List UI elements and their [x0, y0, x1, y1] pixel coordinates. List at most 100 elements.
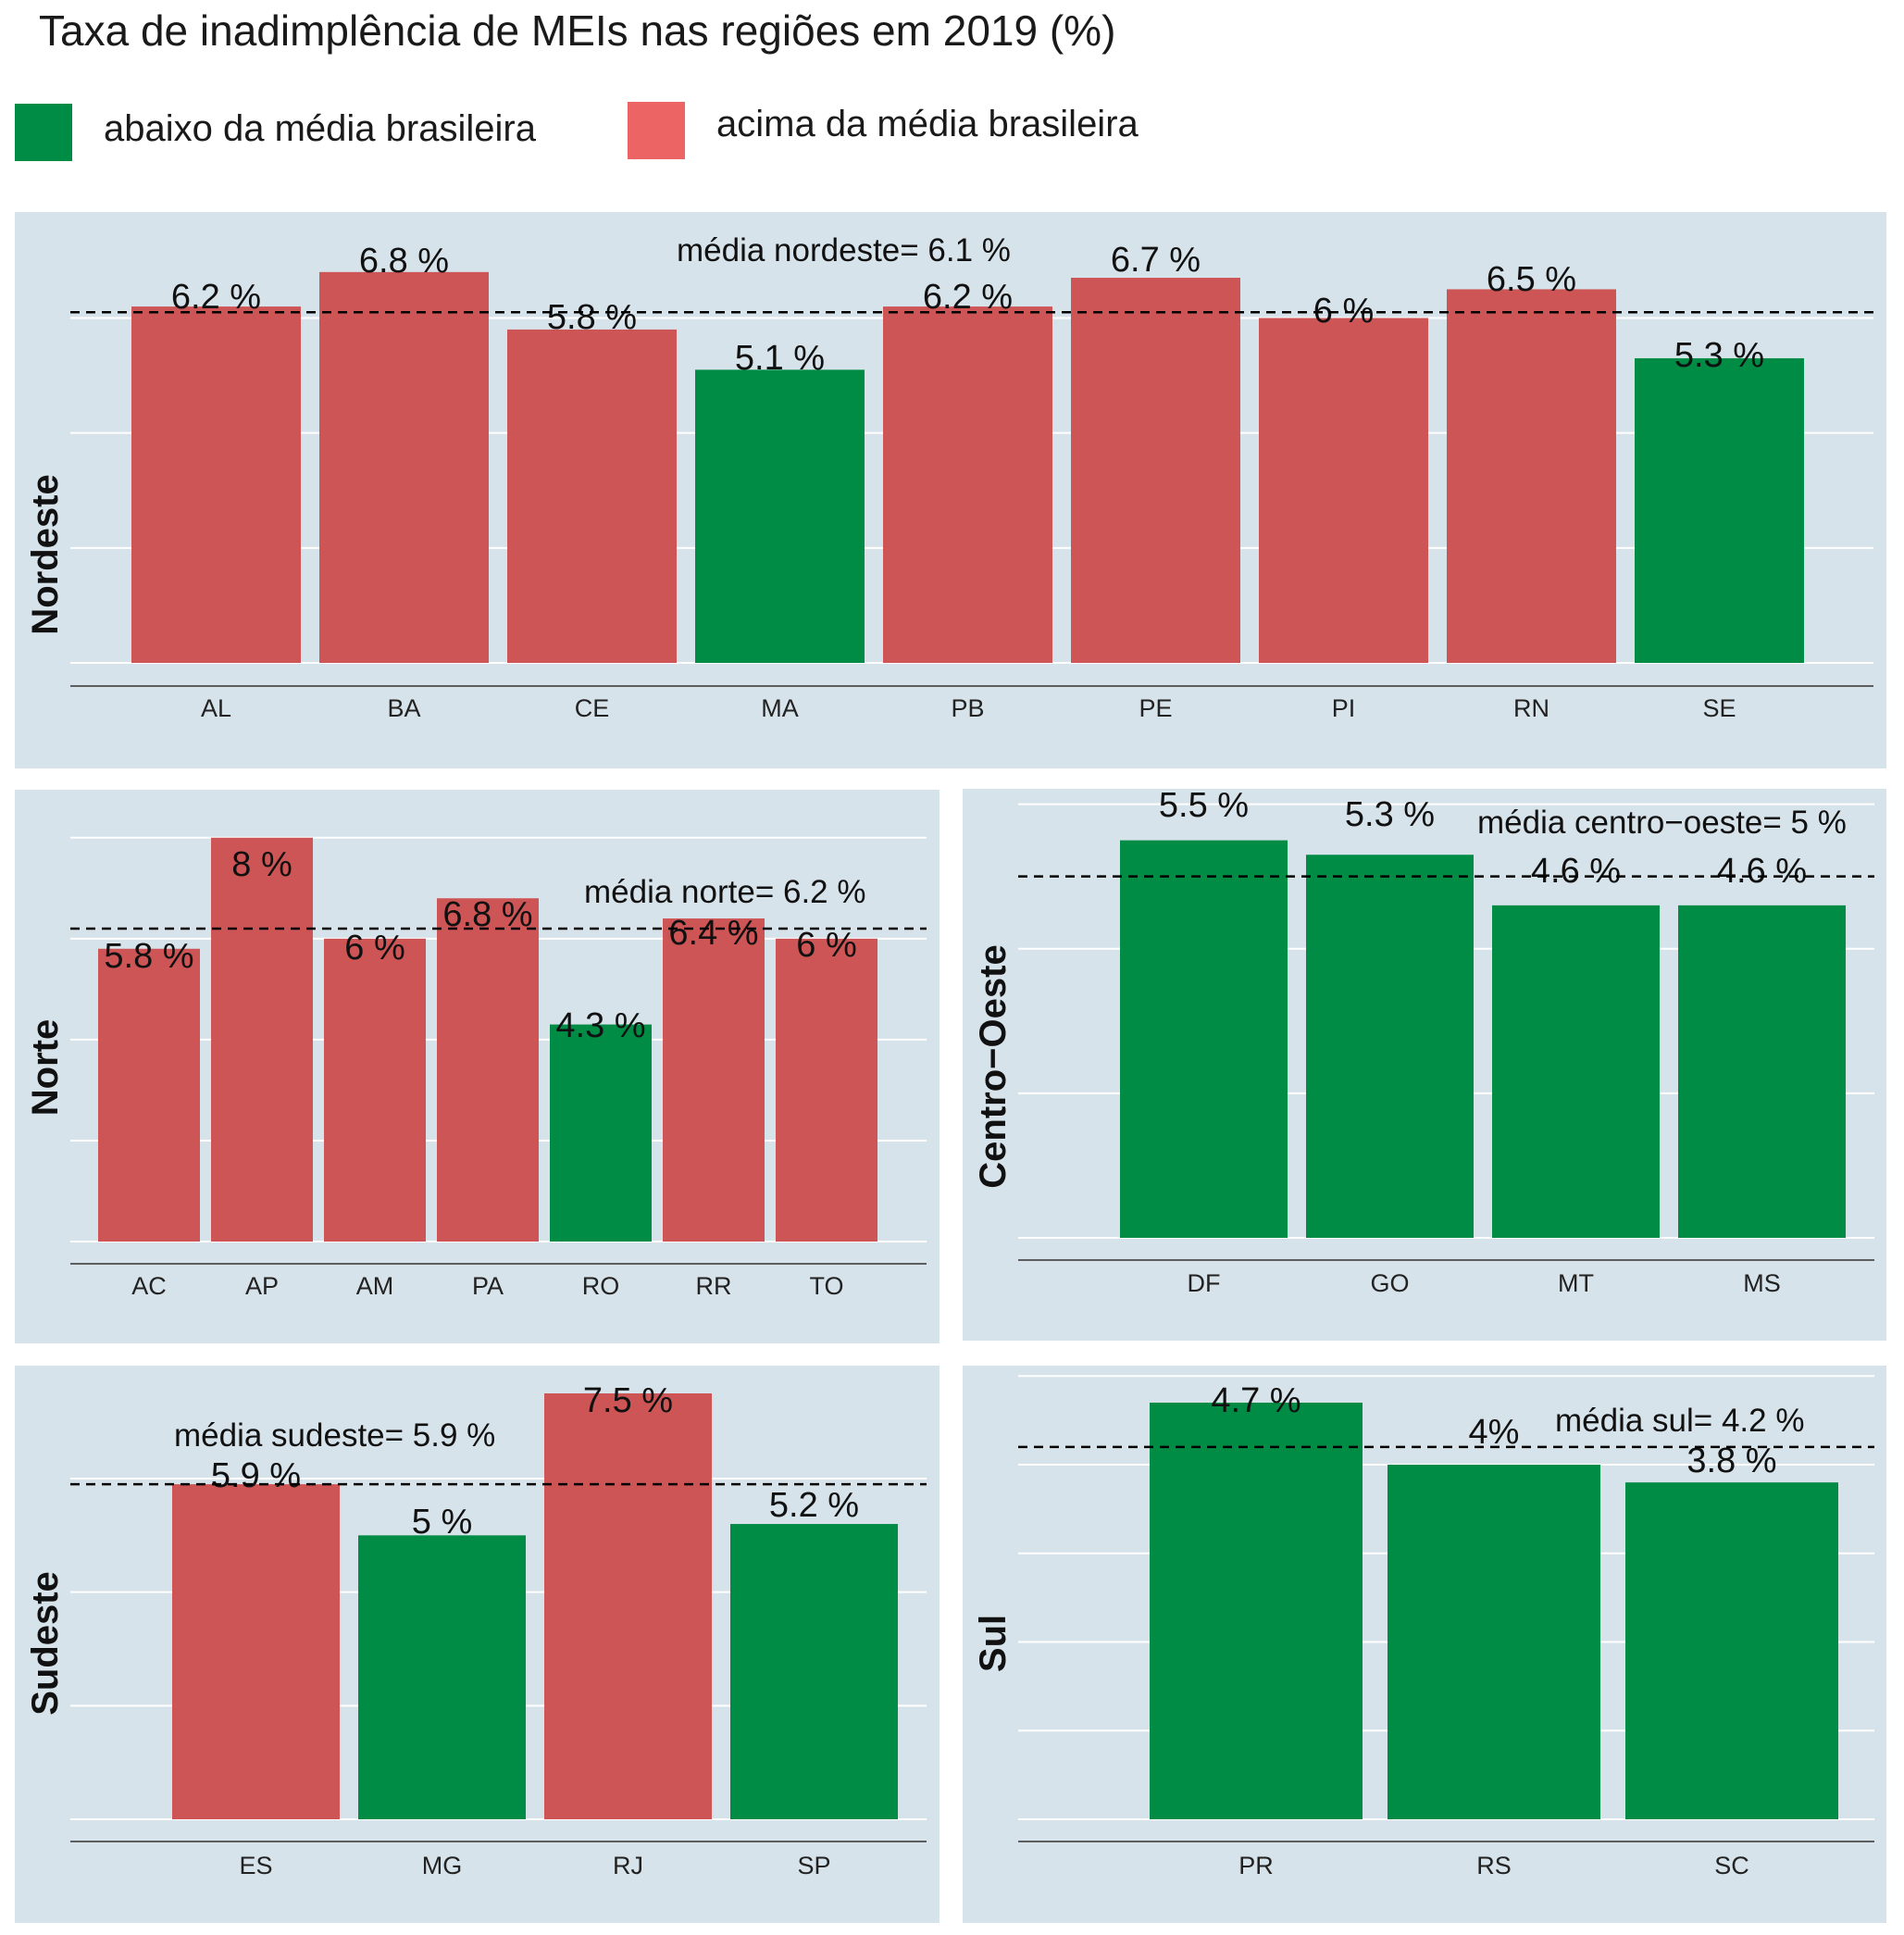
- tick-label-am: AM: [356, 1272, 394, 1300]
- tick-label-df: DF: [1188, 1269, 1221, 1297]
- value-label-ma: 5.1 %: [735, 339, 825, 378]
- tick-label-pr: PR: [1238, 1852, 1274, 1879]
- legend-label-above: acima da média brasileira: [716, 104, 1139, 144]
- mean-label: média sul= 4.2 %: [1555, 1403, 1804, 1439]
- chart-sudeste: Sudeste ES 5.9 % MG 5 % RJ 7.5 % SP 5.2 % média s…: [25, 1381, 927, 1879]
- legend-swatch-below: [15, 104, 72, 161]
- bar-am: [324, 938, 426, 1242]
- mean-label: média nordeste= 6.1 %: [677, 232, 1011, 268]
- tick-label-rn: RN: [1513, 694, 1549, 722]
- bar-mt: [1492, 905, 1660, 1238]
- bar-pi: [1259, 318, 1428, 663]
- value-label-ba: 6.8 %: [359, 242, 449, 281]
- bar-se: [1635, 357, 1804, 663]
- bar-es: [172, 1484, 340, 1819]
- tick-label-pi: PI: [1332, 694, 1356, 722]
- tick-label-se: SE: [1702, 694, 1736, 722]
- panel-nordeste: Nordeste AL 6.2 % BA 6.8 % CE 5.8 % MA 5.1 % PB 6.…: [15, 212, 1886, 768]
- tick-label-pe: PE: [1139, 694, 1172, 722]
- region-label-norte: Norte: [25, 1019, 66, 1116]
- bar-ce: [507, 329, 677, 663]
- region-label-sul: Sul: [973, 1615, 1014, 1672]
- value-label-rr: 6.4 %: [668, 914, 758, 953]
- value-label-mt: 4.6 %: [1531, 852, 1621, 891]
- value-label-ap: 8 %: [231, 845, 292, 884]
- tick-label-pa: PA: [472, 1272, 504, 1300]
- value-label-ro: 4.3 %: [555, 1006, 645, 1045]
- tick-label-mt: MT: [1558, 1269, 1594, 1297]
- legend-label-below: abaixo da média brasileira: [104, 108, 536, 149]
- chart-title: Taxa de inadimplência de MEIs nas regiõe…: [39, 6, 1116, 55]
- bar-pa: [437, 898, 539, 1242]
- bar-ap: [211, 837, 313, 1242]
- tick-label-rj: RJ: [613, 1852, 643, 1879]
- tick-label-ma: MA: [761, 694, 799, 722]
- chart-centro-oeste: Centro−Oeste DF 5.5 % GO 5.3 % MT 4.6 % MS 4.6 %…: [973, 789, 1874, 1297]
- value-label-rn: 6.5 %: [1487, 260, 1576, 299]
- mean-label: média sudeste= 5.9 %: [174, 1417, 495, 1454]
- value-label-to: 6 %: [796, 926, 856, 965]
- bar-sc: [1625, 1482, 1838, 1819]
- tick-label-es: ES: [239, 1852, 272, 1879]
- tick-label-ac: AC: [131, 1272, 167, 1300]
- panel-sul: Sul PR 4.7 % RS 4% SC 3.8 % média sul= 4.2 %: [963, 1366, 1886, 1923]
- bar-rs: [1388, 1465, 1600, 1819]
- bar-al: [131, 306, 301, 663]
- value-label-pr: 4.7 %: [1211, 1381, 1300, 1420]
- tick-label-ce: CE: [575, 694, 610, 722]
- bar-pb: [883, 306, 1052, 663]
- value-label-rs: 4%: [1469, 1413, 1520, 1452]
- value-label-go: 5.3 %: [1345, 795, 1435, 834]
- tick-label-sp: SP: [797, 1852, 830, 1879]
- panel-centro-oeste: Centro−Oeste DF 5.5 % GO 5.3 % MT 4.6 % MS 4.6 %…: [963, 789, 1886, 1341]
- bar-pe: [1071, 278, 1240, 663]
- bar-ma: [695, 369, 865, 663]
- value-label-pe: 6.7 %: [1111, 241, 1201, 280]
- bar-df: [1120, 840, 1288, 1238]
- mean-label: média centro−oeste= 5 %: [1477, 805, 1847, 841]
- value-label-se: 5.3 %: [1674, 336, 1764, 375]
- bar-mg: [358, 1535, 526, 1819]
- bar-go: [1306, 855, 1474, 1238]
- value-label-rj: 7.5 %: [583, 1381, 673, 1420]
- bar-to: [776, 938, 877, 1242]
- tick-label-mg: MG: [422, 1852, 463, 1879]
- tick-label-ms: MS: [1743, 1269, 1781, 1297]
- tick-label-ro: RO: [582, 1272, 620, 1300]
- tick-label-rs: RS: [1476, 1852, 1512, 1879]
- bar-rr: [663, 918, 765, 1242]
- value-label-pb: 6.2 %: [923, 278, 1013, 317]
- bar-ms: [1678, 905, 1846, 1238]
- bar-sp: [730, 1524, 898, 1819]
- tick-label-al: AL: [201, 694, 231, 722]
- tick-label-go: GO: [1370, 1269, 1409, 1297]
- value-label-sp: 5.2 %: [769, 1486, 859, 1525]
- tick-label-ap: AP: [245, 1272, 279, 1300]
- tick-label-ba: BA: [387, 694, 420, 722]
- mean-label: média norte= 6.2 %: [584, 874, 866, 910]
- bar-ac: [98, 948, 200, 1242]
- value-label-pi: 6 %: [1313, 292, 1374, 331]
- value-label-es: 5.9 %: [211, 1456, 301, 1495]
- value-label-ac: 5.8 %: [104, 937, 193, 976]
- panel-norte: Norte AC 5.8 % AP 8 % AM 6 % PA 6.8 % RO 4.3 % RR 6.…: [15, 790, 940, 1343]
- value-label-ce: 5.8 %: [547, 298, 637, 337]
- region-label-sudeste: Sudeste: [25, 1571, 66, 1716]
- region-label-nordeste: Nordeste: [25, 474, 66, 634]
- value-label-mg: 5 %: [412, 1503, 472, 1542]
- bar-pr: [1150, 1403, 1363, 1819]
- tick-label-to: TO: [809, 1272, 843, 1300]
- panel-sudeste: Sudeste ES 5.9 % MG 5 % RJ 7.5 % SP 5.2 % média s…: [15, 1366, 940, 1923]
- bar-rj: [544, 1393, 712, 1819]
- value-label-df: 5.5 %: [1159, 789, 1249, 825]
- value-label-ms: 4.6 %: [1717, 852, 1807, 891]
- tick-label-pb: PB: [951, 694, 984, 722]
- bar-rn: [1447, 289, 1616, 663]
- value-label-al: 6.2 %: [171, 278, 261, 317]
- value-label-am: 6 %: [344, 929, 404, 968]
- bar-ba: [319, 271, 489, 663]
- region-label-centro-oeste: Centro−Oeste: [973, 944, 1014, 1188]
- legend-swatch-above: [628, 102, 685, 159]
